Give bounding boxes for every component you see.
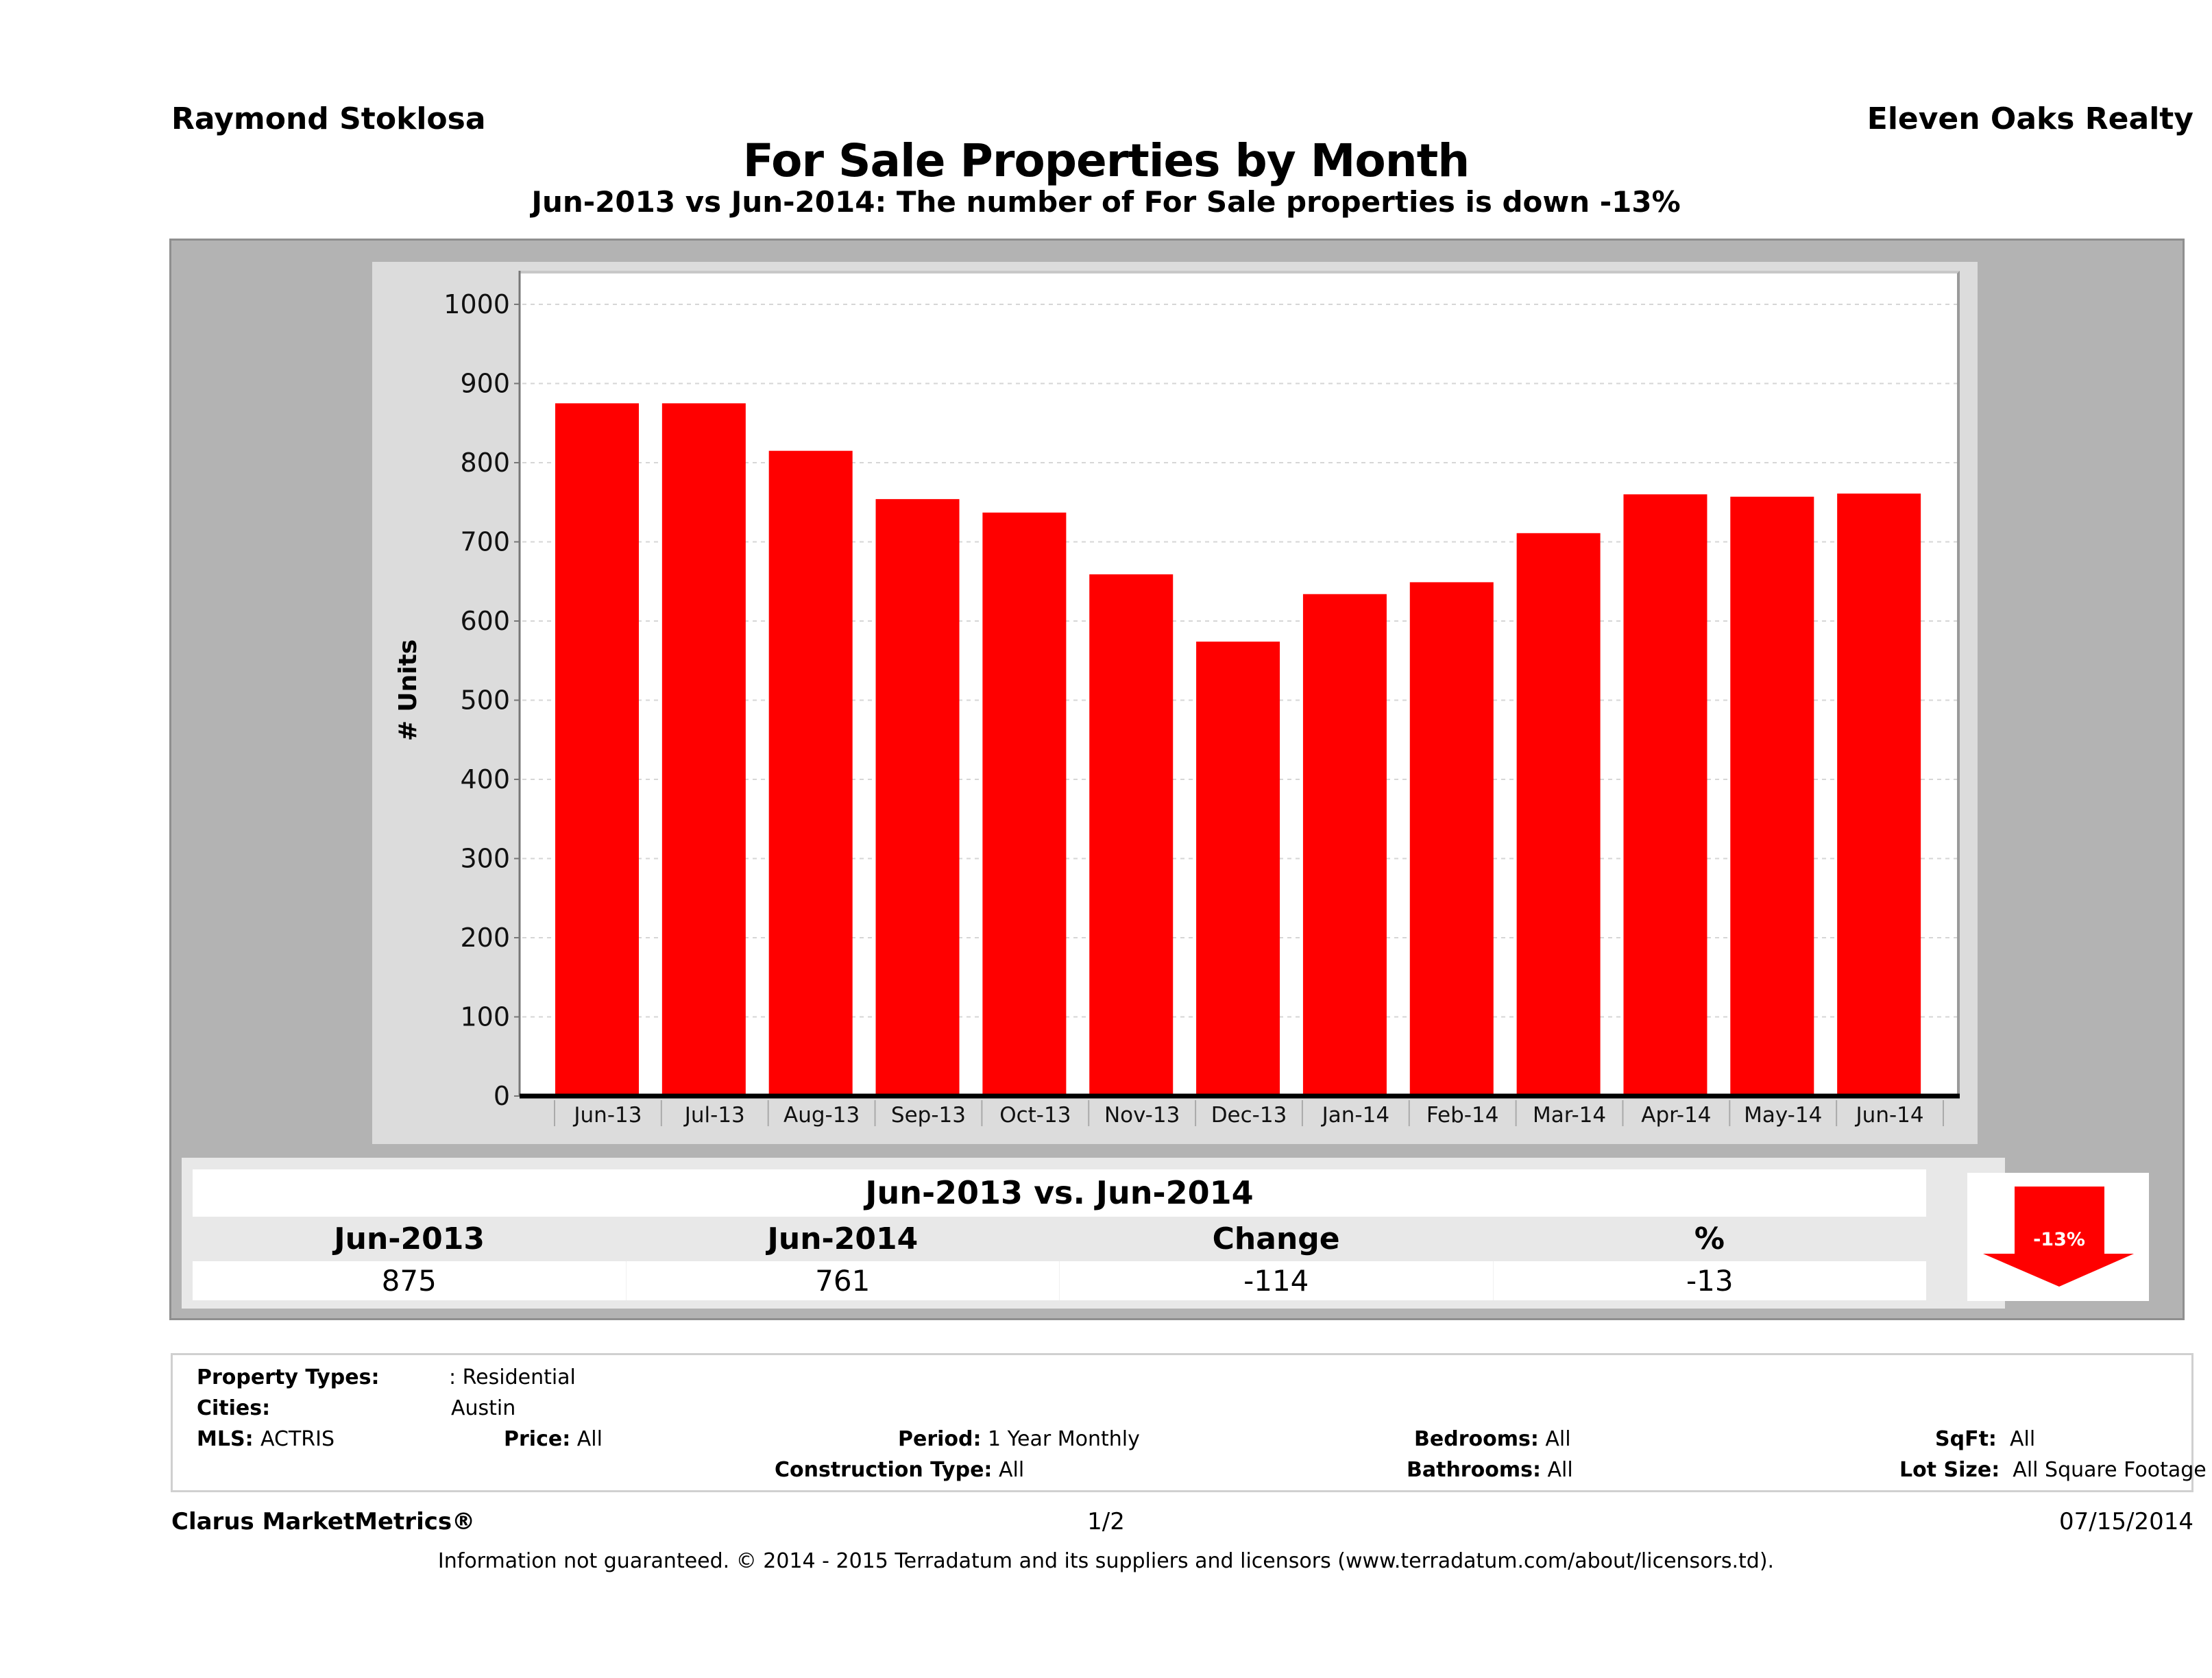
filter-cities: Cities: — [197, 1396, 271, 1420]
summary-header: Jun-2013 — [334, 1221, 485, 1256]
bar-dec-13 — [1196, 642, 1280, 1096]
summary-title: Jun-2013 vs. Jun-2014 — [193, 1169, 1926, 1217]
x-tick-label: Oct-13 — [999, 1103, 1071, 1128]
summary-header-row: Jun-2013 Jun-2014 Change % — [193, 1217, 1926, 1261]
filter-lot-size: Lot Size: All Square Footage — [1899, 1458, 2207, 1482]
bar-feb-14 — [1409, 582, 1494, 1096]
down-arrow-icon — [1983, 1187, 2134, 1287]
bar-may-14 — [1730, 496, 1814, 1096]
y-tick-label: 0 — [494, 1081, 510, 1111]
y-tick-label: 800 — [460, 448, 510, 478]
summary-value-change: -114 — [1059, 1261, 1493, 1300]
filter-mls: MLS: — [197, 1427, 254, 1451]
change-badge-label: -13% — [2033, 1229, 2085, 1250]
y-axis-label: # Units — [394, 640, 422, 742]
summary-value-row: 875 761 -114 -13 — [193, 1261, 1926, 1300]
summary-header: Jun-2014 — [767, 1221, 919, 1256]
x-tick-label: Mar-14 — [1533, 1103, 1606, 1128]
filter-property-types-value: : Residential — [449, 1365, 576, 1389]
x-tick-label: Jun-13 — [572, 1103, 642, 1128]
y-tick-label: 700 — [460, 527, 510, 557]
x-tick-label: Apr-14 — [1641, 1103, 1711, 1128]
bar-jun-13 — [555, 403, 639, 1096]
y-tick-label: 300 — [460, 844, 510, 874]
filter-bathrooms: Bathrooms: All — [1407, 1458, 1573, 1482]
page-number: 1/2 — [1087, 1508, 1125, 1535]
filter-period: Period: 1 Year Monthly — [898, 1427, 1140, 1451]
filter-bedrooms: Bedrooms: All — [1414, 1427, 1571, 1451]
filter-construction-type: Construction Type: All — [775, 1458, 1025, 1482]
brokerage-name: Eleven Oaks Realty — [1867, 101, 2193, 136]
summary-value-jun-2014: 761 — [625, 1261, 1060, 1300]
agent-name: Raymond Stoklosa — [171, 101, 486, 136]
x-tick-label: Dec-13 — [1211, 1103, 1287, 1128]
x-tick-label: May-14 — [1744, 1103, 1822, 1128]
y-tick-label: 900 — [460, 369, 510, 399]
summary-value-jun-2013: 875 — [381, 1264, 437, 1298]
bar-oct-13 — [982, 512, 1067, 1096]
bar-jan-14 — [1302, 594, 1387, 1096]
x-tick-label: Nov-13 — [1104, 1103, 1180, 1128]
x-tick-label: Jan-14 — [1321, 1103, 1389, 1128]
bars — [555, 403, 1921, 1096]
x-tick-label: Feb-14 — [1426, 1103, 1499, 1128]
bar-mar-14 — [1516, 533, 1601, 1096]
filter-mls-value: ACTRIS — [260, 1427, 335, 1451]
filter-property-types: Property Types: — [197, 1365, 380, 1389]
bar-aug-13 — [768, 450, 853, 1096]
summary-value-percent: -13 — [1492, 1261, 1927, 1300]
y-tick-label: 400 — [460, 764, 510, 794]
filters-panel — [171, 1353, 2193, 1492]
bar-chart: 0 100 200 300 400 500 600 700 800 900 1000 Jun-13 Ju… — [394, 271, 1960, 1128]
x-tick-label: Sep-13 — [891, 1103, 966, 1128]
y-tick-label: 100 — [460, 1002, 510, 1032]
report-date: 07/15/2014 — [2059, 1508, 2193, 1535]
x-tick-label: Jun-14 — [1855, 1103, 1924, 1128]
summary-header: % — [1694, 1221, 1725, 1256]
y-tick-label: 600 — [460, 606, 510, 636]
y-tick-label: 500 — [460, 685, 510, 716]
product-name: Clarus MarketMetrics® — [171, 1508, 476, 1535]
filter-price: Price: All — [504, 1427, 603, 1451]
summary-header: Change — [1212, 1221, 1340, 1256]
bar-jun-14 — [1837, 494, 1921, 1096]
x-tick-label: Jul-13 — [683, 1103, 745, 1128]
axes: 0 100 200 300 400 500 600 700 800 900 1000 Jun-13 Ju… — [443, 271, 1960, 1128]
report-subtitle: Jun-2013 vs Jun-2014: The number of For … — [531, 185, 1681, 219]
filter-sqft: SqFt: All — [1935, 1427, 2036, 1451]
bar-jul-13 — [661, 403, 746, 1096]
x-tick-label: Aug-13 — [783, 1103, 860, 1128]
y-tick-label: 1000 — [443, 289, 510, 319]
change-badge: -13% — [1967, 1173, 2149, 1301]
disclaimer: Information not guaranteed. © 2014 - 201… — [437, 1549, 1775, 1573]
bar-apr-14 — [1623, 494, 1707, 1096]
report-title: For Sale Properties by Month — [742, 134, 1470, 187]
y-tick-label: 200 — [460, 923, 510, 953]
filter-cities-value: Austin — [451, 1396, 516, 1420]
bar-nov-13 — [1089, 574, 1174, 1096]
bar-sep-13 — [875, 499, 960, 1096]
